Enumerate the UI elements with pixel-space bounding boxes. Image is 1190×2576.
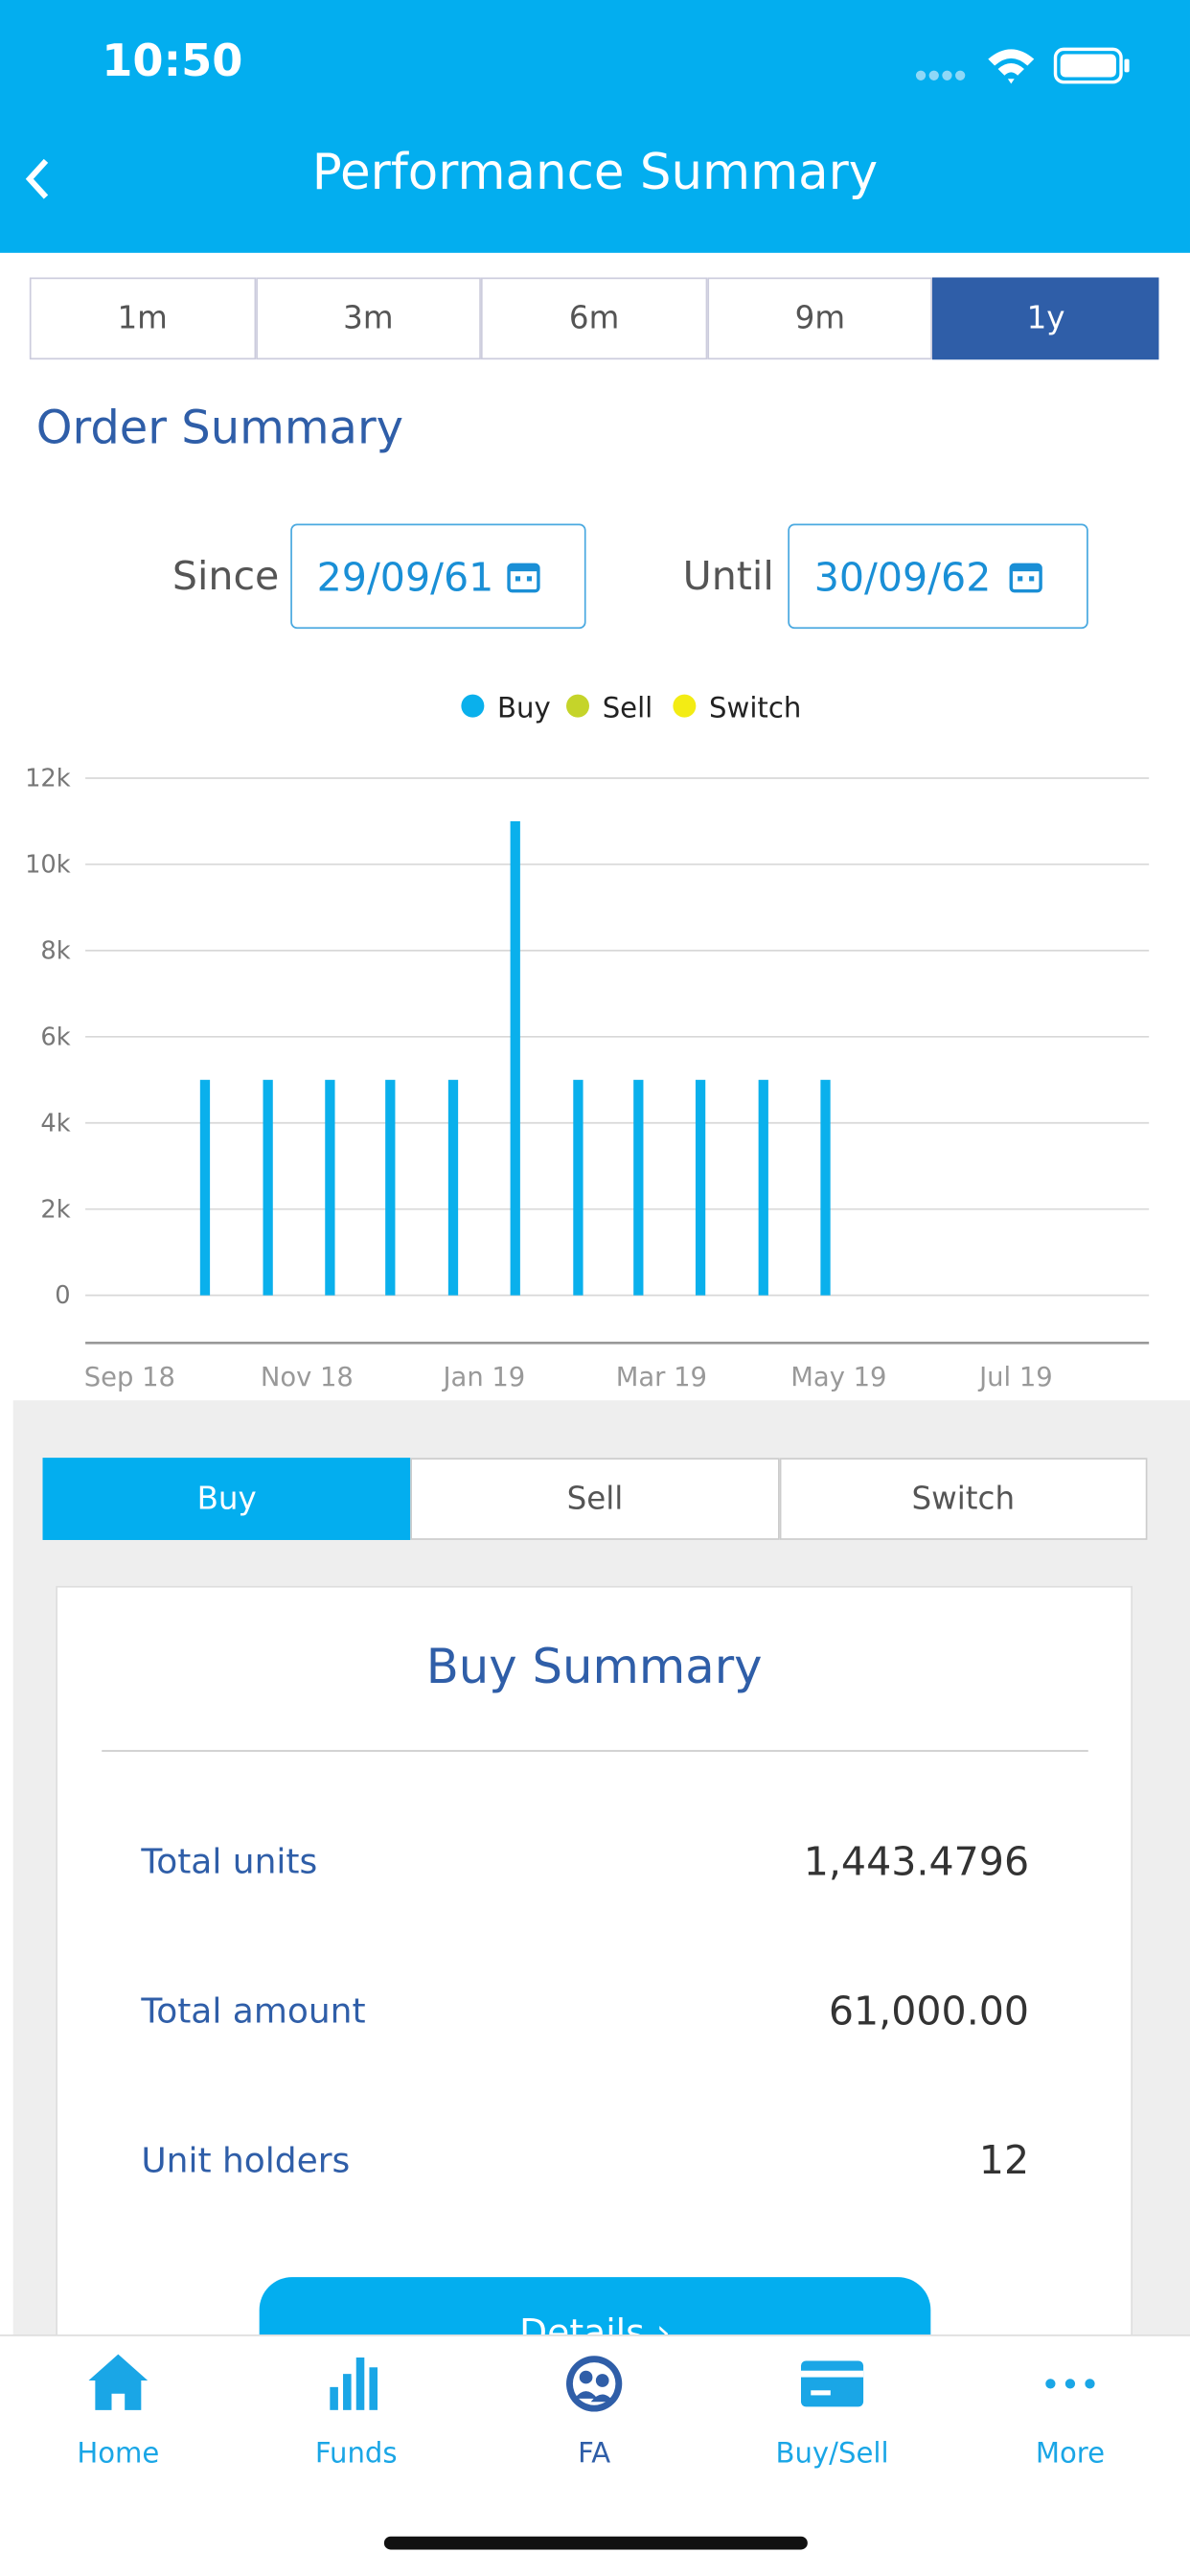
period-tab[interactable]: 1y bbox=[932, 277, 1159, 360]
y-tick-label: 8k bbox=[40, 936, 70, 965]
header bbox=[0, 0, 1190, 253]
bar bbox=[385, 1079, 396, 1296]
row-label: Total amount bbox=[141, 1990, 366, 2032]
bar bbox=[199, 1079, 211, 1296]
bar bbox=[447, 1079, 459, 1296]
legend-swatch bbox=[673, 694, 697, 718]
calendar-icon bbox=[1009, 563, 1042, 593]
bar bbox=[695, 1079, 706, 1296]
status-time: 10:50 bbox=[102, 35, 243, 87]
period-tab[interactable]: 3m bbox=[255, 277, 482, 360]
y-tick-label: 6k bbox=[40, 1023, 70, 1051]
legend-label: Switch bbox=[709, 692, 801, 724]
chart: 0 2k 4k 6k 8k 10k 12k Sep 18 Nov 18 Jan 19 Mar 19 M… bbox=[25, 692, 1150, 1392]
bar bbox=[263, 1079, 273, 1296]
until-label: Until bbox=[682, 553, 774, 600]
x-tick-label: May 19 bbox=[790, 1363, 886, 1392]
row-value: 1,443.4796 bbox=[803, 1838, 1030, 1885]
nav-icons bbox=[88, 2354, 1095, 2412]
y-tick-label: 4k bbox=[40, 1109, 70, 1138]
x-tick-label: Jul 19 bbox=[977, 1363, 1053, 1392]
type-tab[interactable]: Switch bbox=[779, 1458, 1148, 1540]
x-tick-label: Jan 19 bbox=[441, 1363, 525, 1392]
legend-label: Buy bbox=[497, 692, 551, 724]
y-tick-label: 12k bbox=[25, 765, 71, 794]
row-value: 12 bbox=[978, 2137, 1030, 2184]
period-tab[interactable]: 9m bbox=[706, 277, 933, 360]
since-value: 29/09/61 bbox=[316, 555, 494, 601]
home-indicator bbox=[383, 2536, 808, 2550]
summary-card bbox=[56, 1585, 1133, 2358]
until-input[interactable]: 30/09/62 bbox=[788, 523, 1088, 630]
calendar-icon bbox=[507, 563, 540, 593]
nav-item[interactable]: FA bbox=[578, 2437, 611, 2472]
x-tick-label: Mar 19 bbox=[616, 1363, 707, 1392]
row-value: 61,000.00 bbox=[828, 1988, 1030, 2035]
bar bbox=[633, 1079, 644, 1296]
nav-item[interactable]: Buy/Sell bbox=[775, 2437, 889, 2472]
header-title: Performance Summary bbox=[311, 144, 879, 202]
section-title: Order Summary bbox=[35, 400, 404, 455]
status-icons bbox=[915, 47, 1130, 84]
nav-item[interactable]: Home bbox=[77, 2437, 160, 2472]
type-tab[interactable]: Buy bbox=[42, 1458, 411, 1540]
bar bbox=[510, 820, 520, 1296]
row-label: Total units bbox=[141, 1842, 318, 1882]
x-tick-label: Sep 18 bbox=[84, 1363, 175, 1392]
legend-swatch bbox=[461, 694, 485, 718]
bar bbox=[325, 1079, 335, 1296]
bar bbox=[820, 1079, 831, 1296]
type-tab[interactable]: Sell bbox=[410, 1458, 780, 1540]
period-tab[interactable]: 1m bbox=[29, 277, 256, 360]
since-input[interactable]: 29/09/61 bbox=[290, 523, 586, 630]
bar bbox=[573, 1079, 584, 1296]
x-tick-label: Nov 18 bbox=[261, 1363, 354, 1392]
divider bbox=[102, 1750, 1088, 1752]
y-tick-label: 10k bbox=[25, 851, 71, 880]
bar bbox=[758, 1079, 768, 1296]
y-tick-label: 0 bbox=[55, 1281, 70, 1310]
legend-label: Sell bbox=[603, 692, 653, 724]
back-button[interactable] bbox=[16, 154, 65, 203]
period-tab[interactable]: 6m bbox=[481, 277, 707, 360]
row-label: Unit holders bbox=[141, 2140, 351, 2180]
nav-item[interactable]: More bbox=[1035, 2437, 1106, 2472]
card-title: Buy Summary bbox=[425, 1638, 763, 1694]
nav-item[interactable]: Funds bbox=[314, 2437, 398, 2472]
since-label: Since bbox=[172, 553, 280, 600]
y-tick-label: 2k bbox=[40, 1195, 70, 1224]
legend-swatch bbox=[566, 694, 590, 718]
until-value: 30/09/62 bbox=[813, 555, 992, 601]
